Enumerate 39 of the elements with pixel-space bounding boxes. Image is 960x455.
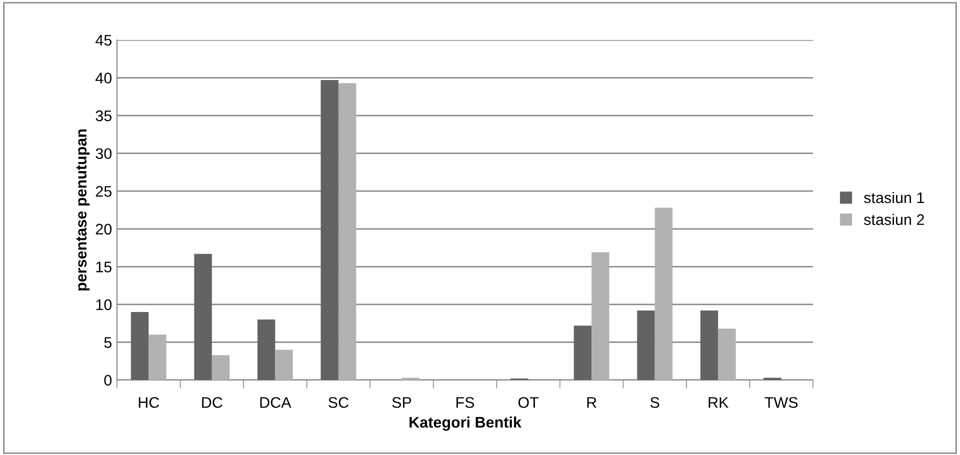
x-tick-label: RK <box>708 397 729 408</box>
x-tick-label: DCA <box>260 397 292 408</box>
bar <box>654 208 673 380</box>
bar <box>718 328 736 380</box>
bar <box>320 80 338 380</box>
bar <box>637 310 655 380</box>
bar <box>257 320 276 380</box>
bar <box>148 334 166 380</box>
x-tick-label: SP <box>392 397 412 408</box>
x-tick-label: SC <box>328 397 348 408</box>
x-tick-label: FS <box>456 397 474 408</box>
y-tick-label: 40 <box>96 72 112 84</box>
x-tick-label: TWS <box>764 397 798 408</box>
y-tick-label: 10 <box>96 299 112 310</box>
x-tick-label: OT <box>518 397 539 408</box>
y-tick-label: 45 <box>96 35 112 46</box>
y-tick-label: 0 <box>104 374 112 386</box>
x-tick-label: R <box>587 397 596 408</box>
y-tick-label: 5 <box>104 337 112 348</box>
y-tick-label: 35 <box>96 110 112 122</box>
y-tick-label: 30 <box>96 148 112 160</box>
y-tick-label: 25 <box>96 186 112 197</box>
x-tick-label: HC <box>138 397 160 408</box>
bar <box>212 355 230 380</box>
x-axis-title: Kategori Bentik <box>410 416 522 431</box>
bar <box>592 252 610 380</box>
bar <box>130 312 149 380</box>
x-tick-label: S <box>650 397 660 408</box>
x-tick-label: DC <box>202 397 222 408</box>
bar <box>194 254 212 380</box>
bar <box>700 310 718 380</box>
bar <box>338 83 356 380</box>
bar <box>275 350 293 380</box>
y-tick-label: 20 <box>96 224 112 235</box>
y-axis-title: persentase penutupan <box>76 129 90 290</box>
bar <box>574 326 592 380</box>
legend-label: stasiun 1 <box>864 192 924 204</box>
legend-label: stasiun 2 <box>864 214 924 226</box>
y-tick-label: 15 <box>96 262 112 272</box>
